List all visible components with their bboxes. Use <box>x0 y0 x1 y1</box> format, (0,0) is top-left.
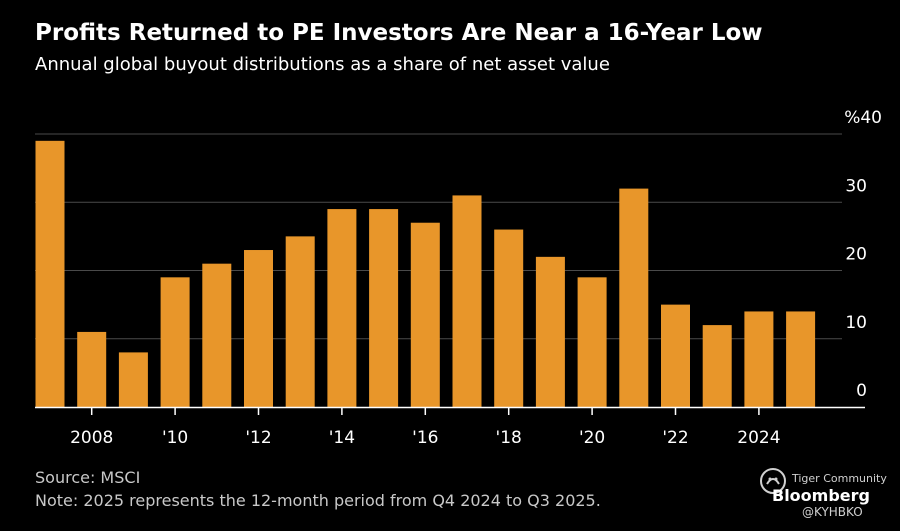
bar-2023 <box>702 325 732 407</box>
bar-2025 <box>786 311 816 407</box>
bar-2022 <box>661 304 690 407</box>
x-tick-label: '14 <box>329 428 355 448</box>
chart-subtitle: Annual global buyout distributions as a … <box>35 54 610 75</box>
y-axis-ticks: 0 10 20 30 %40 <box>844 108 882 401</box>
bar-2019 <box>535 256 565 407</box>
x-tick-label: 2024 <box>737 428 780 448</box>
bar-2009 <box>118 352 148 407</box>
bar-2018 <box>494 229 524 407</box>
watermark: Tiger Community Bloomberg @KYHBKO <box>758 464 888 520</box>
bar-2014 <box>327 209 357 407</box>
source-note: Source: MSCI <box>35 468 141 487</box>
chart-title: Profits Returned to PE Investors Are Nea… <box>35 20 763 46</box>
y-tick-label: 20 <box>845 245 867 265</box>
x-tick-label: '20 <box>579 428 605 448</box>
bar-2017 <box>452 195 482 407</box>
y-tick-label: 0 <box>856 381 867 401</box>
bar-2012 <box>244 250 273 407</box>
x-axis-ticks: 2008 '10 '12 '14 '16 '18 '20 '22 2024 <box>70 407 781 448</box>
bar-2024 <box>744 311 774 407</box>
watermark-handle: @KYHBKO <box>802 505 863 519</box>
bar-2007 <box>35 140 65 407</box>
y-tick-label: 10 <box>845 313 867 333</box>
bar-2013 <box>285 236 315 407</box>
bar-2016 <box>410 222 440 407</box>
bar-2015 <box>369 209 399 407</box>
x-tick-label: '12 <box>245 428 271 448</box>
x-tick-label: '18 <box>496 428 522 448</box>
tiger-community-logo-icon <box>760 468 786 494</box>
bar-2010 <box>160 277 190 407</box>
footnote: Note: 2025 represents the 12-month perio… <box>35 491 601 510</box>
watermark-community: Tiger Community <box>792 472 887 485</box>
x-tick-label: '16 <box>412 428 438 448</box>
y-tick-label: 30 <box>845 176 867 196</box>
watermark-brand: Bloomberg <box>772 486 870 505</box>
bar-2008 <box>77 331 107 407</box>
x-tick-label: '22 <box>662 428 688 448</box>
x-tick-label: '10 <box>162 428 188 448</box>
y-tick-label: %40 <box>844 108 882 128</box>
bar-2021 <box>619 188 649 407</box>
bar-2011 <box>202 263 232 407</box>
bar-2020 <box>577 277 607 407</box>
bars <box>35 140 816 407</box>
x-tick-label: 2008 <box>70 428 113 448</box>
